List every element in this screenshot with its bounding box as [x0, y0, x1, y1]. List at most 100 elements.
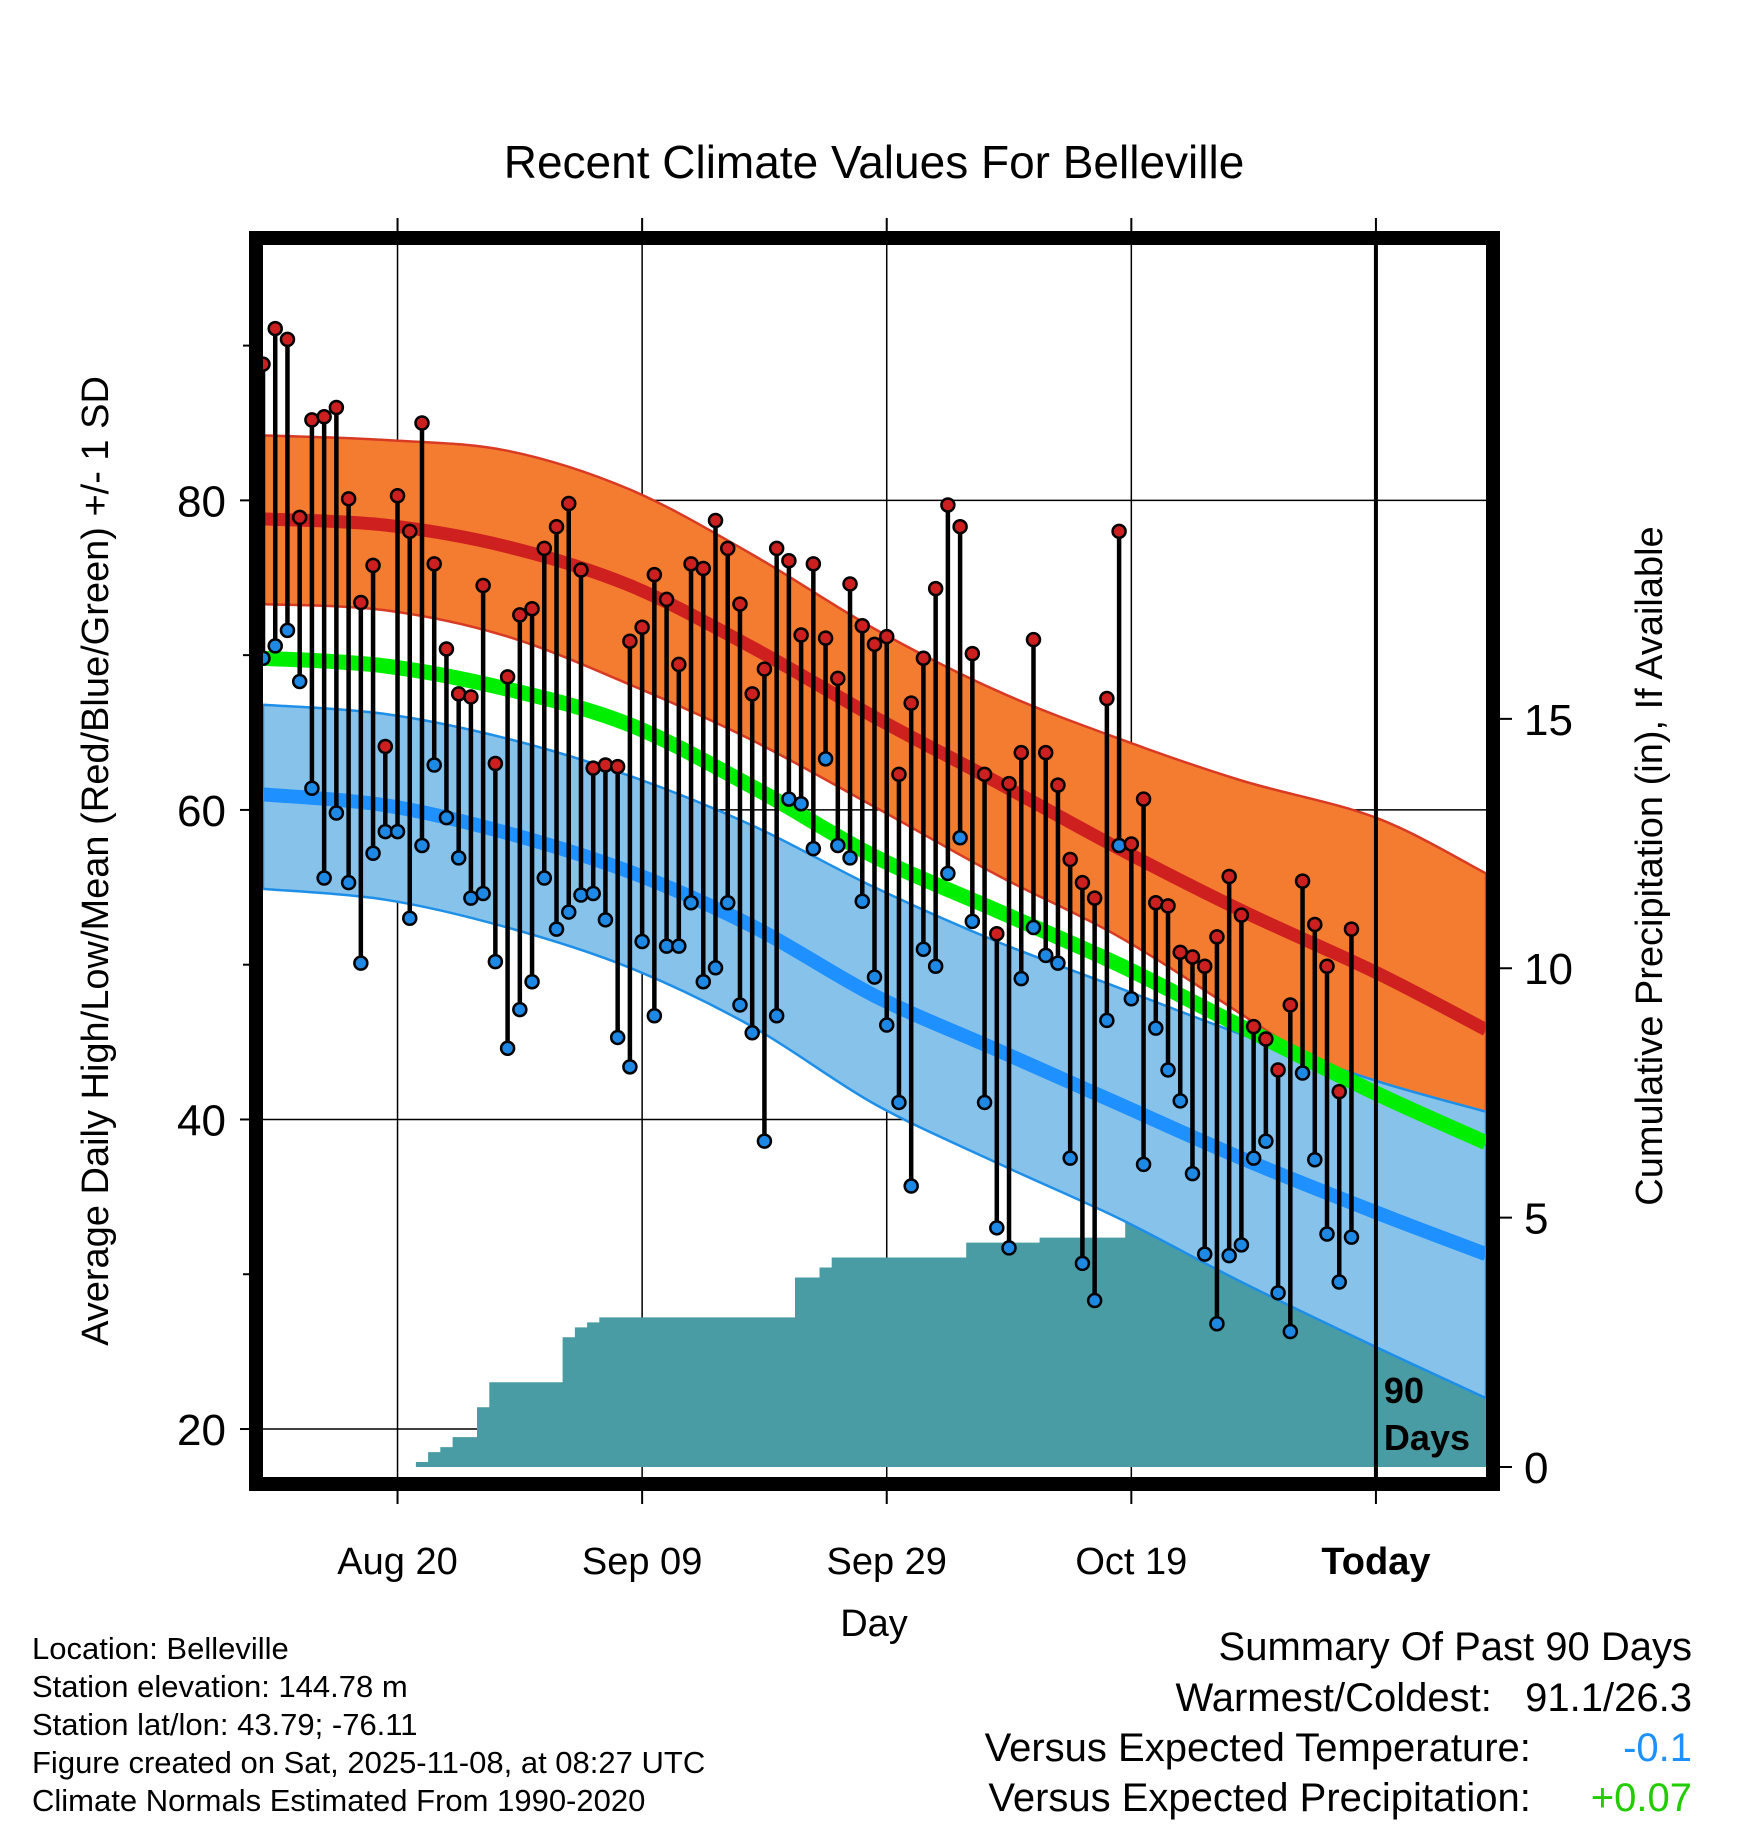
daily-low-point: [903, 1178, 919, 1194]
daily-high-point: [1135, 791, 1152, 807]
x-tick-label: Oct 19: [1075, 1541, 1187, 1583]
y2-tick-label: 10: [1524, 945, 1573, 994]
daily-low-point: [793, 795, 809, 812]
daily-low-point: [976, 1094, 993, 1111]
daily-high-point: [1270, 1062, 1286, 1078]
today-annotation-number: 90: [1384, 1370, 1424, 1411]
daily-high-point: [1343, 921, 1360, 937]
daily-low-point: [1111, 837, 1127, 854]
daily-high-point: [1294, 873, 1311, 889]
daily-low-point: [1037, 947, 1054, 964]
daily-low-point: [609, 1029, 626, 1046]
daily-high-point: [291, 509, 308, 526]
daily-high-point: [475, 577, 491, 594]
daily-low-point: [365, 845, 381, 862]
daily-low-point: [952, 830, 968, 846]
temp-departure-row: Versus Expected Temperature: -0.1: [985, 1726, 1692, 1771]
daily-low-point: [866, 969, 883, 985]
daily-high-point: [707, 512, 724, 529]
daily-low-point: [536, 870, 553, 886]
daily-high-point: [304, 412, 320, 428]
daily-high-point: [316, 409, 332, 425]
plot-area: 90 Days: [263, 245, 1486, 1477]
daily-high-point: [989, 925, 1005, 942]
warmest-coldest-value: 91.1/26.3: [1525, 1676, 1692, 1720]
daily-high-point: [597, 757, 614, 773]
y2-tick-label: 15: [1524, 696, 1573, 745]
daily-low-point: [585, 885, 601, 902]
warmest-coldest-label: Warmest/Coldest:: [1175, 1676, 1492, 1720]
x-tick-label: Today: [1321, 1541, 1430, 1583]
daily-low-point: [1172, 1093, 1188, 1109]
daily-low-point: [646, 1008, 663, 1024]
y2-tick-label: 5: [1524, 1195, 1548, 1244]
daily-low-point: [719, 895, 736, 911]
daily-low-point: [426, 757, 442, 773]
daily-low-point: [1343, 1229, 1360, 1245]
precip-departure-row: Versus Expected Precipitation: +0.07: [988, 1776, 1692, 1821]
daily-high-point: [438, 641, 455, 657]
normals-text: Climate Normals Estimated From 1990-2020: [32, 1783, 646, 1818]
daily-low-point: [1099, 1012, 1115, 1029]
daily-low-point: [279, 622, 296, 639]
y-tick-label: 60: [177, 787, 226, 836]
daily-high-point: [719, 540, 736, 557]
daily-low-point: [732, 997, 748, 1013]
daily-low-point: [1270, 1285, 1286, 1301]
x-axis-label: Day: [840, 1603, 908, 1645]
created-text: Figure created on Sat, 2025-11-08, at 08…: [32, 1745, 706, 1780]
daily-low-point: [768, 1008, 785, 1024]
daily-low-point: [487, 953, 504, 970]
daily-low-point: [1282, 1323, 1299, 1340]
daily-low-point: [1074, 1255, 1091, 1272]
daily-high-point: [1233, 907, 1250, 923]
axes: 20 40 60 80 0 5 10 15 Aug 20 Sep 09 Sep 29 Oct 19 To…: [177, 218, 1573, 1583]
daily-high-point: [866, 636, 883, 653]
precip-departure-label: Versus Expected Precipitation:: [988, 1776, 1531, 1820]
daily-high-point: [1037, 744, 1054, 761]
daily-low-point: [475, 885, 491, 902]
daily-low-point: [671, 938, 687, 954]
daily-low-point: [1319, 1226, 1335, 1242]
daily-low-point: [891, 1094, 907, 1111]
precipitation-layer: [263, 893, 1486, 1468]
daily-high-point: [585, 760, 601, 776]
daily-high-point: [426, 556, 442, 572]
daily-low-point: [1258, 1133, 1274, 1149]
daily-low-point: [328, 805, 345, 821]
daily-low-point: [512, 1001, 528, 1018]
daily-low-point: [263, 650, 271, 666]
daily-high-point: [1123, 836, 1140, 852]
daily-high-point: [1062, 851, 1078, 868]
daily-high-point: [915, 650, 932, 666]
daily-high-point: [830, 670, 846, 687]
daily-low-point: [622, 1059, 638, 1075]
daily-high-point: [634, 619, 650, 636]
daily-high-point: [964, 645, 981, 662]
daily-high-point: [1001, 775, 1017, 792]
daily-low-point: [450, 850, 467, 866]
daily-low-point: [597, 912, 614, 928]
y-tick-label: 80: [177, 477, 226, 526]
daily-high-point: [658, 591, 675, 608]
daily-low-point: [1184, 1165, 1201, 1182]
daily-low-point: [805, 840, 822, 857]
elevation-text: Station elevation: 144.78 m: [32, 1669, 408, 1704]
daily-high-point: [805, 556, 822, 572]
daily-low-point: [438, 809, 455, 826]
daily-high-point: [1086, 890, 1103, 906]
daily-high-point: [402, 523, 418, 540]
y-axis-label: Average Daily High/Low/Mean (Red/Blue/Gr…: [75, 376, 117, 1346]
daily-high-point: [768, 540, 785, 557]
daily-high-point: [353, 594, 369, 611]
daily-high-point: [952, 518, 968, 535]
daily-high-point: [414, 415, 430, 431]
daily-high-point: [340, 491, 357, 507]
daily-high-point: [1245, 1018, 1262, 1035]
daily-high-point: [512, 607, 528, 623]
daily-high-point: [1111, 523, 1127, 540]
warmest-coldest-row: Warmest/Coldest: 91.1/26.3: [1175, 1676, 1692, 1721]
daily-low-point: [634, 933, 650, 950]
precip-departure-value: +0.07: [1590, 1776, 1692, 1820]
